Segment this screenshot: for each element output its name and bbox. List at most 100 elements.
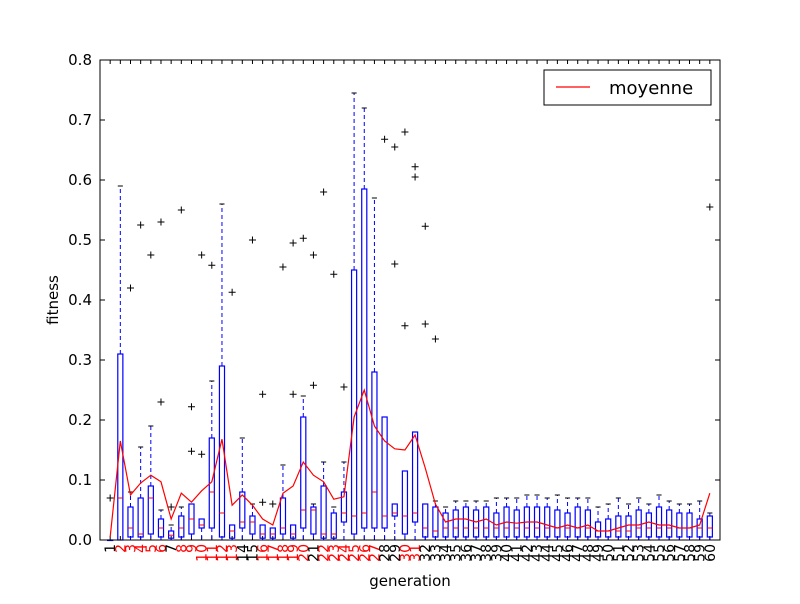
x-tick-label: 1 <box>103 544 119 553</box>
outlier-marker <box>279 263 287 271</box>
box-body <box>300 416 307 529</box>
x-axis-label: generation <box>369 572 451 590</box>
box-body <box>411 431 419 523</box>
x-tick-label: 56 <box>662 544 678 562</box>
box-body <box>564 512 571 538</box>
box-body <box>442 512 449 538</box>
y-tick-label: 0.4 <box>68 291 92 309</box>
x-tick-label: 55 <box>652 544 668 562</box>
box-body <box>340 491 348 523</box>
box-body <box>208 437 215 529</box>
x-tick-label: 6 <box>154 544 170 553</box>
x-tick-label: 42 <box>520 544 536 562</box>
outlier-marker <box>137 221 145 229</box>
box-body <box>422 503 429 538</box>
x-tick-label: 9 <box>184 544 200 553</box>
x-tick-label: 49 <box>591 544 607 562</box>
box-body <box>371 371 378 529</box>
box-body <box>432 506 439 538</box>
x-tick-label: 38 <box>479 544 495 562</box>
y-tick-label: 0.7 <box>68 111 92 129</box>
x-tick-label: 10 <box>195 544 211 562</box>
outlier-marker <box>401 322 409 330</box>
x-tick-label: 21 <box>306 544 322 562</box>
x-tick-label: 41 <box>510 544 526 562</box>
x-tick-label: 47 <box>571 544 587 562</box>
x-tick-label: 31 <box>408 544 424 562</box>
x-tick-label: 14 <box>235 544 251 562</box>
box-body <box>310 506 317 535</box>
outlier-marker <box>198 251 206 259</box>
x-tick-label: 19 <box>286 544 302 562</box>
outlier-marker <box>147 251 155 259</box>
outlier-marker <box>187 447 195 455</box>
box-body <box>168 530 175 539</box>
x-tick-label: 48 <box>581 544 597 562</box>
x-tick-label: 8 <box>174 544 190 553</box>
outlier-marker <box>706 203 714 211</box>
box-body <box>645 512 652 538</box>
box-body <box>401 470 409 535</box>
box-body <box>228 524 236 539</box>
box-body <box>391 503 398 517</box>
box-body <box>361 188 368 529</box>
box-body <box>239 491 246 529</box>
y-axis-label: fitness <box>44 275 62 325</box>
box-body <box>330 512 337 539</box>
x-tick-label: 4 <box>134 544 150 553</box>
x-tick-label: 57 <box>672 544 688 562</box>
x-tick-label: 17 <box>266 544 282 562</box>
box-body <box>574 506 581 538</box>
x-tick-label: 59 <box>693 544 709 562</box>
y-tick-label: 0.2 <box>68 411 92 429</box>
x-tick-label: 40 <box>500 544 516 562</box>
box-body <box>483 506 490 538</box>
x-tick-label: 18 <box>276 544 292 562</box>
x-tick-label: 20 <box>296 544 312 562</box>
box-body <box>472 509 480 538</box>
outlier-marker <box>259 390 267 398</box>
box-body <box>462 506 470 538</box>
outlier-marker <box>289 239 297 247</box>
legend: moyenne <box>543 69 712 106</box>
outlier-marker <box>157 398 165 406</box>
y-tick-label: 0.6 <box>68 171 92 189</box>
x-tick-label: 45 <box>550 544 566 562</box>
x-tick-label: 23 <box>327 544 343 562</box>
outlier-marker <box>391 260 399 268</box>
outlier-marker <box>299 234 307 242</box>
box-body <box>584 509 592 538</box>
box-body <box>452 509 459 538</box>
outlier-marker <box>421 222 429 230</box>
box-body <box>320 485 327 539</box>
x-tick-label: 11 <box>205 544 221 562</box>
outlier-marker <box>340 383 348 391</box>
box-body <box>554 509 561 538</box>
box-body <box>655 506 663 538</box>
box-body <box>259 524 266 539</box>
x-tick-label: 2 <box>113 544 129 553</box>
x-tick-label: 15 <box>245 544 261 562</box>
box-body <box>666 509 673 538</box>
outlier-marker <box>269 500 277 508</box>
y-tick-label: 0.1 <box>68 471 92 489</box>
x-tick-label: 5 <box>144 544 160 553</box>
x-tick-label: 33 <box>428 544 444 562</box>
x-tick-label: 60 <box>703 544 719 562</box>
outlier-marker <box>391 143 399 151</box>
y-tick-label: 0.8 <box>68 51 92 69</box>
box-body <box>137 497 144 538</box>
x-tick-label: 39 <box>489 544 505 562</box>
box-body <box>289 524 297 539</box>
box-body <box>381 416 388 529</box>
x-tick-label: 24 <box>337 544 353 562</box>
box-body <box>178 515 185 538</box>
x-tick-label: 28 <box>378 544 394 562</box>
outlier-marker <box>309 381 317 389</box>
outlier-marker <box>381 135 389 143</box>
x-tick-label: 16 <box>256 544 272 562</box>
outlier-marker <box>198 450 206 458</box>
y-tick-label: 0.0 <box>68 531 92 549</box>
